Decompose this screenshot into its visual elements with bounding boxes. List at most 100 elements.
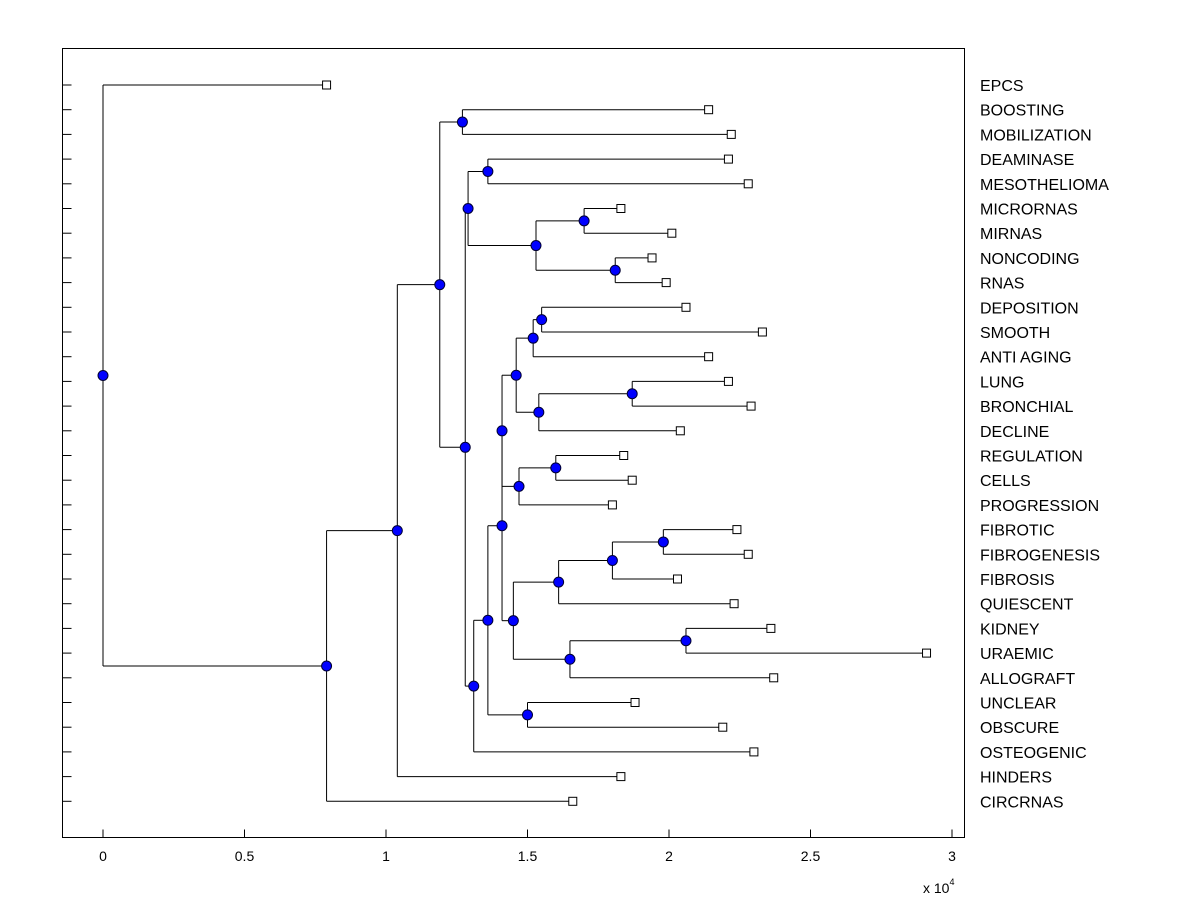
leaf-markers (322, 80, 932, 806)
leaf-label: KIDNEY (980, 621, 1040, 638)
x-axis: 0 0.5 1 1.5 2 2.5 3 (99, 829, 956, 864)
leaf-marker (769, 673, 779, 683)
node-marker (626, 388, 638, 400)
node-marker (533, 406, 545, 418)
node-marker (482, 614, 494, 626)
leaf-marker (746, 401, 756, 411)
leaf-marker (732, 525, 742, 535)
node-marker (507, 615, 519, 627)
node-marker (496, 520, 508, 532)
x-tick-label: 0.5 (235, 848, 255, 864)
node-marker (434, 279, 446, 291)
node-marker (680, 635, 692, 647)
leaf-marker (627, 475, 637, 485)
leaf-label: LUNG (980, 374, 1024, 391)
leaf-marker (757, 327, 767, 337)
x-multiplier-exponent: 4 (949, 877, 954, 887)
x-tick-label: 2.5 (801, 848, 821, 864)
x-tick-label: 1 (382, 848, 390, 864)
leaf-marker (667, 228, 677, 238)
x-tick-label: 2 (665, 848, 673, 864)
leaf-label: DEPOSITION (980, 300, 1079, 317)
leaf-label: NONCODING (980, 251, 1080, 268)
x-tick-label: 1.5 (518, 848, 538, 864)
leaf-label: OSTEOGENIC (980, 745, 1087, 762)
node-marker (536, 314, 548, 326)
leaf-marker (704, 352, 714, 362)
node-marker (564, 653, 576, 665)
leaf-label: SMOOTH (980, 325, 1050, 342)
x-tick-label: 0 (99, 848, 107, 864)
x-multiplier: x 104 (923, 877, 954, 896)
leaf-label: CIRCRNAS (980, 794, 1064, 811)
leaf-marker (616, 772, 626, 782)
node-marker (510, 369, 522, 381)
node-marker (578, 215, 590, 227)
leaf-marker (647, 253, 657, 263)
leaf-marker (723, 154, 733, 164)
node-marker (459, 441, 471, 453)
leaf-marker (672, 574, 682, 584)
leaf-marker (718, 722, 728, 732)
node-marker (553, 576, 565, 588)
node-marker (496, 425, 508, 437)
leaf-marker (723, 376, 733, 386)
leaf-label: BRONCHIAL (980, 399, 1073, 416)
leaf-label: EPCS (980, 78, 1024, 95)
leaf-marker (743, 179, 753, 189)
node-marker (391, 525, 403, 537)
leaf-marker (766, 623, 776, 633)
leaf-label: URAEMIC (980, 646, 1054, 663)
leaf-label: FIBROSIS (980, 572, 1055, 589)
node-marker (97, 369, 109, 381)
leaf-marker (749, 747, 759, 757)
leaf-label: BOOSTING (980, 103, 1064, 120)
leaf-marker (661, 278, 671, 288)
leaf-marker (607, 500, 617, 510)
node-marker (550, 462, 562, 474)
node-marker (657, 536, 669, 548)
internal-nodes (97, 116, 692, 721)
leaf-label: DEAMINASE (980, 152, 1074, 169)
leaf-label: QUIESCENT (980, 597, 1074, 614)
node-marker (527, 332, 539, 344)
leaf-marker (726, 129, 736, 139)
plot-area (62, 48, 965, 838)
leaf-labels: EPCS BOOSTING MOBILIZATION DEAMINASE MESOTHE… (980, 78, 1109, 811)
leaf-label: MICRORNAS (980, 202, 1078, 219)
node-marker (522, 709, 533, 721)
node-marker (606, 554, 618, 566)
node-marker (609, 264, 621, 276)
leaf-marker (922, 648, 932, 658)
leaf-label: MIRNAS (980, 226, 1042, 243)
leaf-label: DECLINE (980, 424, 1049, 441)
leaf-label: MOBILIZATION (980, 127, 1092, 144)
leaf-marker (743, 549, 753, 559)
leaf-label: UNCLEAR (980, 696, 1056, 713)
leaf-marker (568, 796, 578, 806)
node-marker (456, 116, 468, 128)
leaf-label: CELLS (980, 473, 1031, 490)
leaf-marker (616, 204, 626, 213)
leaf-marker (681, 302, 691, 312)
leaf-label: REGULATION (980, 449, 1083, 466)
leaf-marker (322, 80, 332, 90)
leaf-label: FIBROGENESIS (980, 547, 1100, 564)
leaf-marker (675, 426, 685, 436)
leaf-marker (630, 698, 640, 707)
leaf-label: OBSCURE (980, 720, 1059, 737)
leaf-label: HINDERS (980, 770, 1052, 787)
leaf-label: ANTI AGING (980, 350, 1072, 367)
node-marker (530, 240, 542, 252)
y-tick-marks (62, 84, 72, 802)
leaf-label: FIBROTIC (980, 523, 1055, 540)
node-marker (482, 165, 494, 177)
x-tick-label: 3 (948, 848, 956, 864)
leaf-label: MESOTHELIOMA (980, 177, 1109, 194)
node-marker (462, 203, 474, 214)
leaf-marker (619, 451, 629, 460)
leaf-marker (729, 599, 739, 609)
leaf-label: RNAS (980, 276, 1024, 293)
leaf-marker (704, 105, 714, 115)
